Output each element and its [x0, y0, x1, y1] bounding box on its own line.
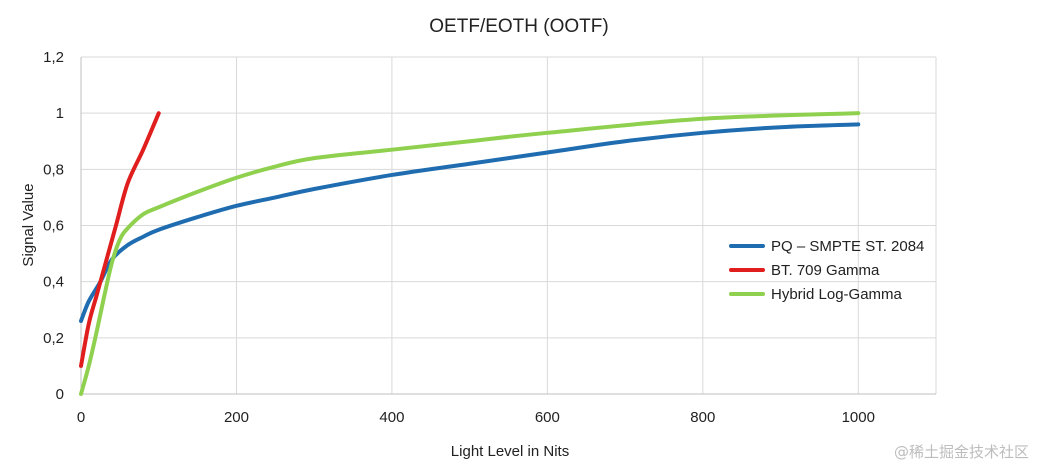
chart-title: OETF/EOTH (OOTF) — [429, 16, 608, 37]
x-tick-label: 400 — [379, 409, 404, 426]
x-tick-label: 1000 — [842, 409, 875, 426]
x-tick-labels: 0 200 400 600 800 1000 — [77, 409, 875, 426]
x-tick-label: 800 — [690, 409, 715, 426]
axes — [80, 57, 936, 395]
y-axis-label: Signal Value — [20, 183, 37, 266]
y-tick-label: 0,6 — [43, 218, 64, 235]
series-line-pq-smpte-st-2084 — [79, 122, 861, 323]
y-tick-label: 0 — [56, 386, 64, 403]
grid — [81, 56, 937, 394]
y-tick-label: 0,2 — [43, 330, 64, 347]
legend-label-pq-smpte-st-2084: PQ – SMPTE ST. 2084 — [771, 238, 924, 255]
y-tick-labels: 0 0,2 0,4 0,6 0,8 1 1,2 — [43, 49, 64, 403]
y-tick-label: 0,8 — [43, 161, 64, 178]
x-tick-label: 600 — [535, 409, 560, 426]
y-tick-label: 1 — [56, 105, 64, 122]
y-tick-label: 0,4 — [43, 274, 64, 291]
watermark: @稀土掘金技术社区 — [893, 443, 1029, 461]
series-line-bt-709-gamma — [79, 111, 161, 368]
legend: PQ – SMPTE ST. 2084 BT. 709 Gamma Hybrid L… — [729, 238, 924, 303]
legend-label-bt-709-gamma: BT. 709 Gamma — [771, 262, 880, 279]
legend-label-hybrid-log-gamma: Hybrid Log-Gamma — [771, 286, 903, 303]
series-line-hybrid-log-gamma — [79, 111, 861, 396]
y-tick-label: 1,2 — [43, 49, 64, 66]
series-group — [79, 111, 861, 396]
x-tick-label: 0 — [77, 409, 85, 426]
x-axis-label: Light Level in Nits — [451, 443, 569, 460]
x-tick-label: 200 — [224, 409, 249, 426]
